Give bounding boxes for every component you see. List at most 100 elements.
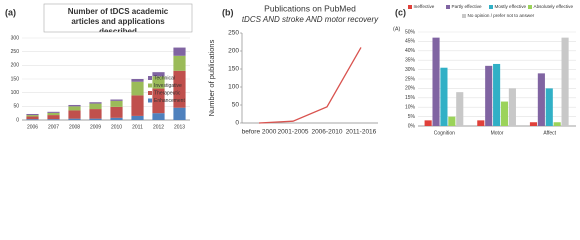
x-tick-label: 2006-2010 [311, 129, 342, 136]
x-tick-label: 2008 [69, 124, 80, 130]
y-tick-label: 150 [228, 66, 239, 73]
bar-segment [131, 81, 144, 96]
bar-segment [152, 72, 165, 77]
bar [440, 67, 448, 126]
bar-segment [89, 103, 102, 110]
x-tick-label: 2006 [27, 124, 38, 130]
legend-swatch [462, 14, 466, 18]
bar-segment [131, 115, 144, 120]
x-tick-label: 2007 [48, 124, 59, 130]
y-tick-label: 25% [405, 76, 416, 82]
y-tick-label: 100 [228, 84, 239, 91]
bar-segment [47, 119, 60, 120]
x-tick-label: 2011 [132, 124, 143, 130]
legend-swatch [148, 83, 152, 88]
y-tick-label: 200 [228, 48, 239, 55]
legend-swatch [148, 76, 152, 80]
bar [477, 120, 485, 126]
bar-segment [152, 88, 165, 114]
x-tick-label: before 2000 [242, 129, 277, 136]
bar [432, 37, 440, 126]
legend-swatch [489, 5, 493, 9]
y-tick-label: 0% [408, 123, 416, 129]
bar-segment [110, 117, 123, 120]
y-tick-label: 0 [235, 120, 239, 127]
bar-segment [26, 115, 39, 117]
bar-segment [173, 70, 186, 108]
bar-segment [110, 106, 123, 118]
bar [553, 122, 561, 126]
chart-title: Publications on PubMed [264, 3, 356, 13]
bar [529, 122, 538, 126]
y-tick-label: 30% [405, 67, 416, 73]
bar-segment [26, 116, 39, 120]
bar-segment [68, 118, 81, 120]
y-tick-label: 45% [405, 39, 416, 45]
x-tick-label: 2001-2005 [277, 129, 308, 136]
x-tick-label: 2013 [174, 124, 185, 130]
bar [561, 37, 569, 126]
y-tick-label: 20% [405, 86, 416, 92]
y-tick-label: 100 [11, 90, 20, 96]
x-tick-label: 2009 [90, 124, 101, 130]
legend-label: Absolutely effective [534, 4, 574, 9]
bar-segment [47, 115, 60, 120]
title-wrap: Number of tDCS academic articles and app… [68, 7, 168, 32]
legend-label: Investigative [154, 83, 182, 89]
line [258, 47, 362, 124]
y-axis-label: Number of publications [207, 39, 216, 116]
bar [508, 88, 516, 126]
legend-label: Mostly effective [495, 4, 527, 9]
bar [545, 88, 553, 126]
legend-label: Ineffective [414, 4, 435, 9]
y-tick-label: 50 [13, 104, 19, 110]
panel-label: (c) [395, 7, 406, 17]
y-tick-label: 15% [405, 95, 416, 101]
bar-segment [110, 99, 123, 101]
figure: (a) 0 50 100 150 200 250 300 2006 2007 2008 2009 201… [5, 3, 576, 136]
x-tick-label: 2011-2016 [346, 129, 377, 136]
bar-segment [152, 113, 165, 120]
legend-swatch [528, 5, 532, 9]
legend-swatch [408, 5, 412, 9]
bar-segment [131, 79, 144, 82]
legend-label: Technical [154, 75, 175, 81]
x-tick-label: Motor [491, 130, 504, 136]
bar-segment [89, 118, 102, 120]
bar-segment [26, 113, 39, 116]
bar-segment [68, 104, 81, 107]
panel-label: (a) [5, 7, 16, 17]
legend-label: Partly effective [452, 4, 482, 9]
legend-label: Therapeutic [154, 90, 181, 96]
y-tick-label: 40% [405, 48, 416, 54]
bar-segment [110, 100, 123, 107]
bar [500, 101, 509, 126]
legend-swatch [446, 5, 450, 9]
bar-segment [152, 76, 165, 89]
bar-segment [47, 112, 60, 116]
panel-label: (b) [222, 7, 234, 17]
y-tick-label: 250 [11, 49, 20, 55]
bar-segment [26, 119, 39, 120]
bar [485, 65, 493, 126]
chart-subtitle: tDCS AND stroke AND motor recovery [242, 15, 379, 24]
bar-segment [89, 109, 102, 119]
bar-segment [68, 110, 81, 119]
title-box [43, 3, 193, 33]
bar-segment [89, 102, 102, 104]
bar [456, 92, 464, 126]
y-tick-label: 200 [11, 63, 20, 69]
y-tick-label: 300 [11, 35, 20, 41]
bar-segment [173, 107, 186, 120]
bar [424, 120, 432, 126]
y-tick-label: 35% [405, 58, 416, 64]
legend-label: No opinion / prefer not to answer [468, 13, 535, 18]
bar-segment [173, 47, 186, 56]
bar [448, 116, 456, 126]
y-tick-label: 0 [16, 117, 19, 123]
bar-segment [173, 55, 186, 71]
page: (a) 0 50 100 150 200 250 300 2006 2007 2008 2009 201… [5, 3, 576, 137]
y-tick-label: 250 [228, 30, 239, 37]
bar [537, 73, 545, 126]
bar-segment [47, 111, 60, 113]
